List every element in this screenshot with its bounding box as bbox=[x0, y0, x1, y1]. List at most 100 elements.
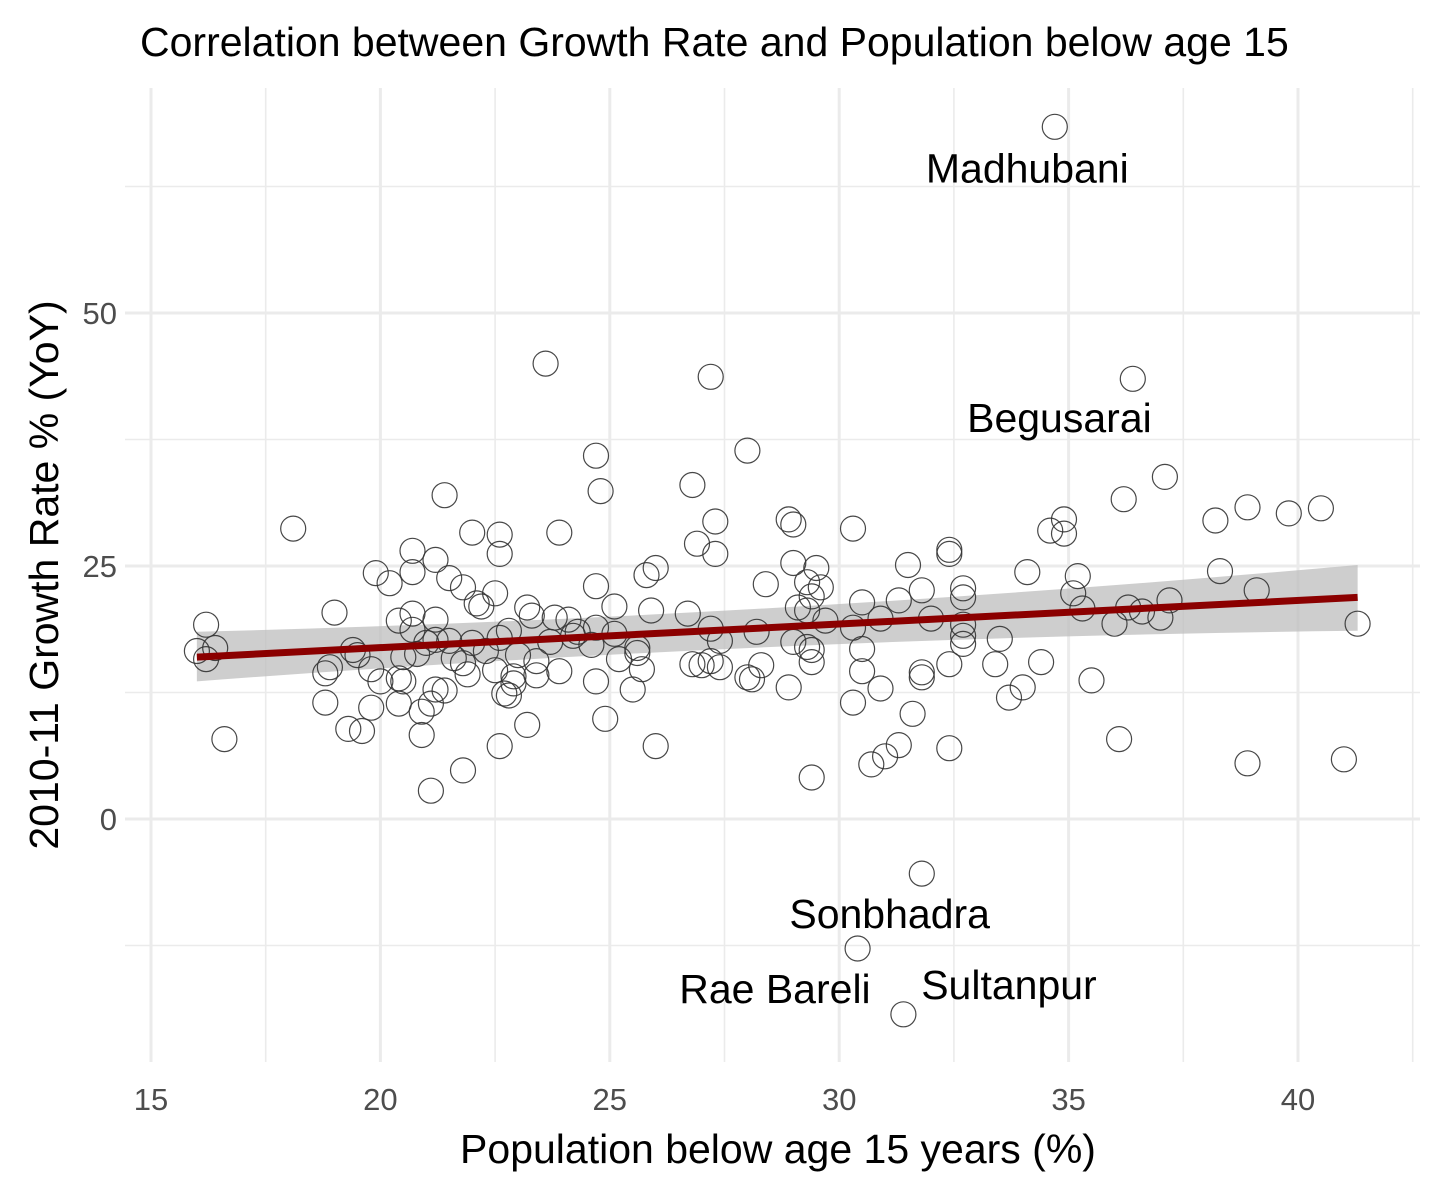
data-point bbox=[885, 731, 912, 759]
data-point bbox=[807, 574, 834, 601]
data-point bbox=[1330, 746, 1358, 773]
data-point bbox=[482, 657, 509, 684]
data-point bbox=[734, 664, 761, 691]
x-tick-label: 40 bbox=[1281, 1082, 1315, 1117]
data-point bbox=[385, 690, 412, 717]
data-point bbox=[193, 611, 220, 638]
data-point bbox=[1041, 113, 1068, 140]
confidence-band-layer bbox=[196, 564, 1358, 682]
y-tick-label: 0 bbox=[100, 802, 117, 837]
data-point bbox=[399, 558, 426, 586]
x-tick-label: 15 bbox=[134, 1082, 168, 1117]
data-point bbox=[798, 583, 825, 610]
data-point bbox=[899, 700, 926, 727]
data-point bbox=[495, 682, 522, 709]
x-tick-label: 20 bbox=[363, 1082, 397, 1117]
data-point bbox=[582, 442, 610, 469]
data-point bbox=[399, 600, 426, 627]
data-point bbox=[642, 554, 669, 582]
data-point bbox=[784, 594, 812, 621]
annotations-layer: Madhubani Begusarai Sonbhadra Rae Bareli Sul… bbox=[679, 145, 1151, 1012]
data-point bbox=[449, 757, 477, 784]
data-point bbox=[587, 478, 614, 505]
point-label: Madhubani bbox=[926, 145, 1129, 191]
data-point bbox=[454, 661, 481, 688]
data-point bbox=[390, 668, 417, 695]
data-point bbox=[1027, 648, 1055, 676]
data-point bbox=[1234, 494, 1261, 521]
point-label: Rae Bareli bbox=[679, 966, 870, 1012]
data-point bbox=[472, 637, 499, 665]
data-point bbox=[582, 573, 610, 600]
data-point bbox=[982, 651, 1009, 678]
data-point bbox=[431, 482, 458, 509]
data-point bbox=[348, 717, 376, 745]
data-point bbox=[628, 656, 656, 683]
data-point bbox=[1050, 506, 1078, 533]
data-point bbox=[885, 587, 912, 614]
data-point bbox=[949, 611, 977, 638]
data-point bbox=[1064, 562, 1091, 590]
y-tick-label: 50 bbox=[83, 296, 117, 331]
data-point bbox=[582, 668, 610, 695]
data-point bbox=[1050, 520, 1078, 547]
data-point bbox=[399, 537, 426, 564]
data-point bbox=[798, 636, 825, 664]
data-point bbox=[582, 614, 610, 641]
data-point bbox=[812, 607, 839, 634]
data-point bbox=[793, 633, 821, 661]
x-tick-label: 30 bbox=[822, 1082, 856, 1117]
data-point bbox=[1156, 587, 1183, 614]
data-point bbox=[683, 530, 711, 557]
data-point bbox=[417, 777, 444, 804]
data-point bbox=[936, 651, 963, 678]
data-point bbox=[949, 622, 977, 649]
data-point bbox=[422, 546, 449, 574]
data-point bbox=[839, 689, 867, 716]
data-point bbox=[578, 631, 605, 659]
data-point bbox=[702, 508, 729, 535]
data-point bbox=[486, 540, 513, 568]
data-point bbox=[605, 645, 633, 673]
data-point bbox=[890, 1001, 917, 1028]
data-point bbox=[894, 551, 922, 579]
data-point bbox=[642, 732, 669, 760]
data-point bbox=[949, 584, 977, 611]
data-point bbox=[679, 651, 706, 678]
data-point bbox=[752, 571, 779, 598]
data-point bbox=[376, 570, 403, 597]
data-point bbox=[702, 540, 729, 568]
data-point bbox=[775, 506, 802, 533]
data-point bbox=[949, 575, 977, 602]
data-point bbox=[1275, 500, 1302, 527]
data-point bbox=[449, 574, 477, 601]
data-point bbox=[404, 640, 431, 668]
data-point bbox=[459, 519, 486, 546]
point-label: Sonbhadra bbox=[789, 891, 990, 937]
data-point bbox=[312, 660, 339, 687]
data-point bbox=[848, 635, 876, 663]
data-point bbox=[408, 698, 435, 725]
data-point bbox=[1151, 463, 1179, 490]
data-point bbox=[844, 935, 871, 962]
chart-title: Correlation between Growth Rate and Popu… bbox=[140, 19, 1289, 65]
data-point bbox=[183, 637, 210, 665]
data-point bbox=[793, 569, 821, 596]
data-point bbox=[316, 654, 343, 681]
data-point bbox=[1234, 750, 1261, 777]
data-point bbox=[546, 658, 573, 685]
data-point bbox=[734, 437, 761, 464]
data-point bbox=[500, 670, 527, 697]
point-label: Begusarai bbox=[967, 395, 1152, 441]
data-point bbox=[532, 350, 559, 377]
data-point bbox=[633, 561, 660, 589]
data-point bbox=[449, 650, 477, 677]
data-point bbox=[619, 676, 646, 703]
data-point bbox=[280, 515, 307, 542]
data-point bbox=[211, 725, 238, 753]
data-point bbox=[486, 521, 513, 548]
data-point bbox=[936, 540, 963, 568]
data-point bbox=[523, 647, 550, 675]
data-point bbox=[1078, 667, 1105, 694]
